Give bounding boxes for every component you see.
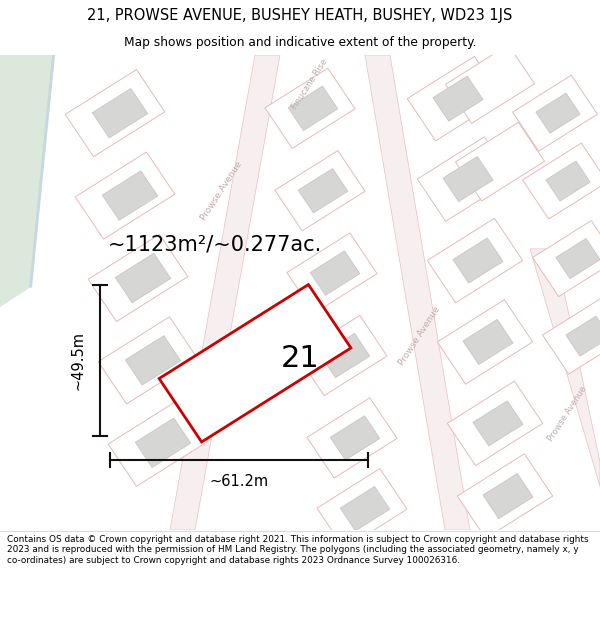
Polygon shape: [566, 316, 600, 356]
Text: Finucane Rise: Finucane Rise: [290, 58, 329, 111]
Polygon shape: [546, 161, 590, 201]
Polygon shape: [29, 55, 55, 288]
Text: Prowse Avenue: Prowse Avenue: [200, 159, 244, 222]
Text: Contains OS data © Crown copyright and database right 2021. This information is : Contains OS data © Crown copyright and d…: [7, 535, 589, 565]
Polygon shape: [556, 239, 600, 279]
Polygon shape: [437, 299, 533, 384]
Text: ~61.2m: ~61.2m: [209, 474, 269, 489]
Polygon shape: [365, 55, 470, 530]
Polygon shape: [265, 68, 355, 149]
Polygon shape: [453, 238, 503, 283]
Text: ~1123m²/~0.277ac.: ~1123m²/~0.277ac.: [108, 234, 322, 254]
Polygon shape: [125, 336, 181, 385]
Polygon shape: [330, 416, 380, 460]
Polygon shape: [298, 169, 348, 213]
Polygon shape: [275, 151, 365, 231]
Polygon shape: [159, 284, 351, 442]
Polygon shape: [536, 93, 580, 133]
Polygon shape: [115, 253, 171, 302]
Text: Prowse Avenue: Prowse Avenue: [398, 305, 442, 368]
Polygon shape: [523, 143, 600, 219]
Polygon shape: [288, 86, 338, 131]
Polygon shape: [196, 339, 274, 408]
Polygon shape: [433, 76, 483, 121]
Polygon shape: [98, 317, 198, 404]
Text: 21, PROWSE AVENUE, BUSHEY HEATH, BUSHEY, WD23 1JS: 21, PROWSE AVENUE, BUSHEY HEATH, BUSHEY,…: [88, 8, 512, 23]
Polygon shape: [447, 381, 543, 466]
Polygon shape: [542, 298, 600, 374]
Polygon shape: [75, 152, 175, 239]
Polygon shape: [297, 316, 387, 396]
Polygon shape: [310, 251, 360, 296]
Polygon shape: [287, 233, 377, 313]
Text: Map shows position and indicative extent of the property.: Map shows position and indicative extent…: [124, 36, 476, 49]
Polygon shape: [512, 75, 598, 151]
Polygon shape: [463, 319, 513, 364]
Polygon shape: [407, 56, 503, 141]
Polygon shape: [340, 486, 390, 531]
Polygon shape: [427, 218, 523, 302]
Polygon shape: [88, 234, 188, 321]
Polygon shape: [417, 137, 513, 221]
Polygon shape: [443, 156, 493, 202]
Polygon shape: [108, 399, 208, 486]
Polygon shape: [65, 69, 165, 157]
Polygon shape: [473, 401, 523, 446]
Polygon shape: [457, 454, 553, 538]
Polygon shape: [455, 122, 545, 201]
Polygon shape: [170, 55, 280, 530]
Polygon shape: [483, 474, 533, 519]
Text: ~49.5m: ~49.5m: [71, 331, 86, 390]
Polygon shape: [530, 249, 600, 486]
Text: 21: 21: [281, 344, 319, 373]
Polygon shape: [320, 333, 370, 378]
Text: Prowse Avenue: Prowse Avenue: [546, 384, 588, 443]
Polygon shape: [92, 88, 148, 138]
Polygon shape: [135, 418, 191, 468]
Polygon shape: [0, 55, 55, 307]
Polygon shape: [533, 221, 600, 296]
Polygon shape: [102, 171, 158, 220]
Polygon shape: [445, 45, 535, 123]
Polygon shape: [307, 398, 397, 478]
Polygon shape: [317, 469, 407, 549]
